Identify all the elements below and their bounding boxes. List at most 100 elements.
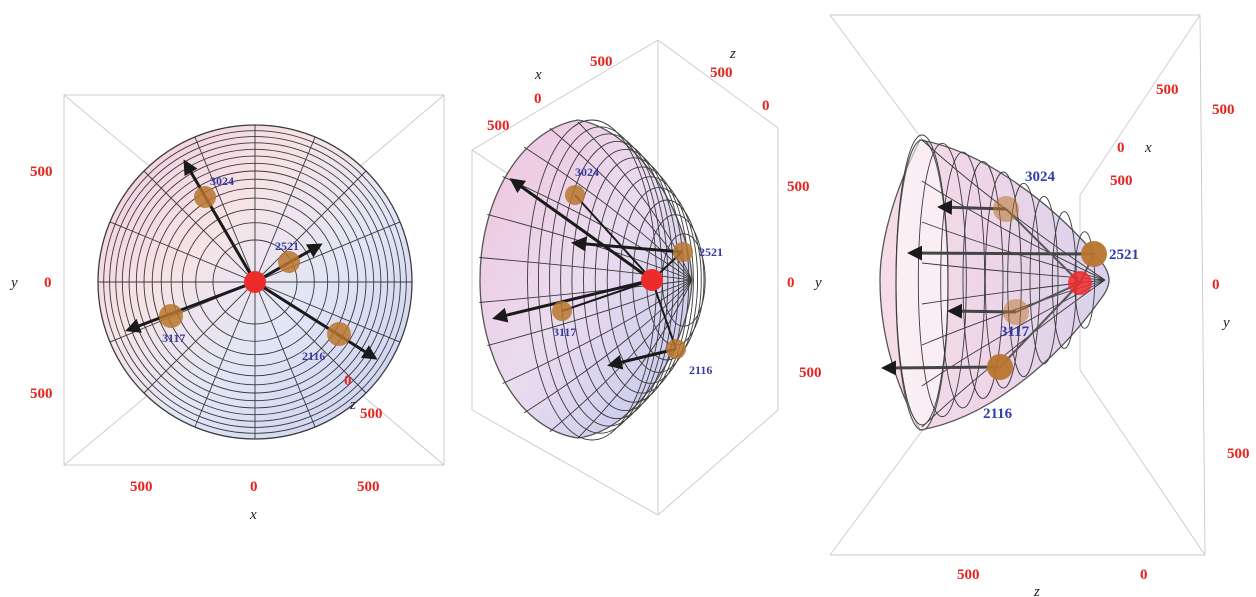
antenna-marker-2521: [1081, 241, 1107, 267]
mesh-line: [1007, 182, 1041, 378]
mesh-line: [523, 146, 693, 281]
point-labels: 3024 2521 3117 2116: [162, 174, 325, 363]
x-axis-name: x: [249, 507, 257, 523]
label-3117: 3117: [553, 325, 576, 339]
antenna-marker-3024: [565, 185, 585, 205]
mesh-line: [571, 148, 680, 412]
point-labels: 3024 2521 3117 2116: [983, 169, 1139, 422]
mesh-line: [1029, 195, 1059, 365]
y-tick-bottom: 500: [1227, 446, 1250, 462]
label-3117: 3117: [162, 331, 185, 345]
mesh-line: [487, 213, 693, 281]
label-2521: 2521: [1109, 247, 1139, 263]
antenna-marker-3117: [159, 304, 183, 328]
mesh-line: [487, 279, 693, 347]
mesh-line: [549, 133, 669, 427]
y-tick-center: 0: [1212, 277, 1220, 293]
y-tick-top: 500: [30, 164, 53, 180]
antenna-marker-3117: [552, 301, 572, 321]
label-3024: 3024: [210, 174, 234, 188]
z-tick-0: 0: [762, 98, 770, 114]
axis-ticks: 500 0 500 500 0 500 0 500 x y z: [9, 164, 383, 523]
x-axis-name: x: [534, 67, 542, 83]
z-tick-500: 500: [360, 406, 383, 422]
arrow-link-2116: [651, 279, 677, 350]
z-tick-0: 0: [1140, 567, 1148, 583]
y-axis-name: y: [813, 275, 822, 291]
x-tick-center: 0: [250, 479, 258, 495]
mesh-line: [560, 140, 674, 420]
label-2521: 2521: [699, 245, 723, 259]
z-tick-0: 0: [344, 373, 352, 389]
mesh-line: [502, 176, 693, 281]
mesh-line: [254, 170, 367, 283]
mesh-line: [254, 136, 316, 283]
center-marker: [1068, 271, 1092, 295]
mesh-line: [549, 279, 693, 432]
arrow-link-2116: [999, 282, 1081, 368]
mesh-line: [523, 279, 693, 414]
arrow-3117: [492, 278, 653, 323]
z-tick-500: 500: [710, 65, 733, 81]
antenna-marker-2521: [673, 242, 693, 262]
antenna-marker-2116: [987, 354, 1013, 380]
axis-ticks: 500 0 500 500 0 500 500 0 x y z: [957, 82, 1250, 597]
mesh-line: [895, 134, 949, 426]
arrow-3024: [183, 159, 257, 283]
arrow-link-3024: [574, 194, 653, 281]
y-tick-bottom: 500: [799, 365, 822, 381]
arrow-3117: [125, 280, 256, 333]
markers: [159, 186, 351, 346]
z-axis-name: z: [349, 397, 356, 413]
arrow-link-3024: [1005, 208, 1081, 284]
mesh-line: [502, 279, 693, 384]
y-tick-top: 500: [787, 179, 810, 195]
mesh-line: [577, 279, 693, 439]
antenna-marker-3024: [194, 186, 216, 208]
mesh-line: [254, 281, 401, 343]
mesh-line: [962, 161, 1004, 399]
arrow-2521: [907, 245, 1095, 261]
mesh-line: [632, 199, 702, 361]
markers: [987, 196, 1107, 380]
markers: [552, 185, 693, 359]
label-3117: 3117: [1000, 324, 1030, 340]
y-axis-name: y: [1221, 315, 1230, 331]
mesh-line: [917, 142, 967, 418]
arrow-2116: [607, 347, 677, 370]
center-marker: [244, 271, 266, 293]
arrow-3024: [509, 178, 653, 282]
mesh-line: [194, 281, 256, 428]
arrow-2116: [254, 280, 378, 360]
mesh-line: [549, 128, 693, 281]
label-3024: 3024: [575, 165, 599, 179]
x-tick-b: 0: [1117, 140, 1125, 156]
arrow-2521: [571, 236, 683, 254]
label-2116: 2116: [983, 406, 1013, 422]
y-tick-center: 0: [787, 275, 795, 291]
x-tick-c: 500: [1110, 173, 1133, 189]
y-tick-center: 0: [44, 275, 52, 291]
x-tick-right: 500: [357, 479, 380, 495]
antenna-marker-3117: [1003, 299, 1029, 325]
label-2116: 2116: [302, 349, 325, 363]
z-axis-name: z: [729, 46, 736, 62]
mesh-line: [254, 281, 316, 428]
arrow-link-3117: [561, 279, 653, 312]
y-tick-top: 500: [1212, 102, 1235, 118]
mesh-line: [254, 281, 367, 394]
label-2116: 2116: [689, 363, 712, 377]
y-tick-bottom: 500: [30, 386, 53, 402]
mesh-line: [921, 279, 1106, 428]
x-axis-name: x: [1144, 140, 1152, 156]
panel-right: 3024 2521 3117 2116 500 0 500 500 0 500 …: [829, 14, 1250, 597]
antenna-marker-3024: [993, 196, 1019, 222]
panel-left: 3024 2521 3117 2116 500 0 500 500 0 500 …: [9, 94, 445, 523]
antenna-marker-2116: [327, 322, 351, 346]
mesh-line: [254, 221, 401, 283]
x-tick-c: 500: [487, 118, 510, 134]
mesh-line: [984, 171, 1022, 389]
x-tick-a: 500: [590, 54, 613, 70]
mesh-line: [921, 180, 1106, 281]
